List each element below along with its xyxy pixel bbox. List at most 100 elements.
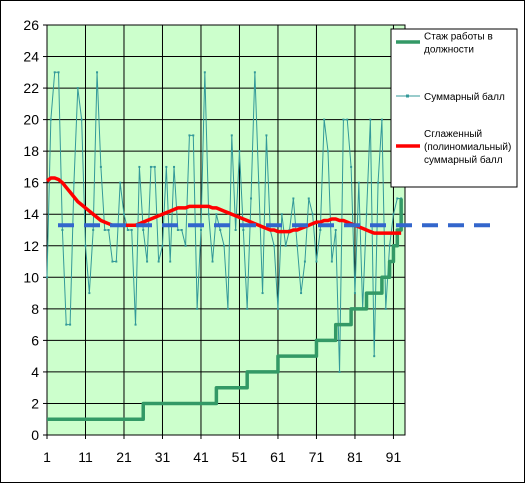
legend: Стаж работы в должности Суммарный балл Сгла… [390,28,518,188]
data-point [149,165,152,168]
data-point [57,71,60,74]
legend-entry-experience-series: Стаж работы в должности [396,31,493,56]
data-point [230,134,233,137]
data-point [346,118,349,121]
data-point [84,244,87,247]
data-point [207,213,210,216]
data-point [238,150,241,153]
data-point [215,213,218,216]
y-tick-label: 20 [23,112,39,128]
y-tick-label: 22 [23,80,39,96]
x-axis-tick-labels: 1 11 21 31 41 51 61 71 81 91 [43,435,401,465]
data-point [130,229,133,231]
y-tick-label: 26 [23,17,39,33]
data-point [92,229,95,231]
data-point [350,165,353,168]
y-tick-label: 8 [31,301,39,317]
data-point [115,260,118,263]
legend-label: Сглаженный (полиномиальный) суммарный балл [424,129,511,166]
data-point [72,181,75,184]
data-point [134,323,137,326]
data-point [184,244,187,247]
data-point [119,181,122,184]
data-point [80,118,83,121]
data-point [192,134,195,137]
data-point [176,229,179,231]
data-point [257,181,260,184]
data-point [180,229,183,231]
y-tick-label: 0 [31,427,39,443]
data-point [280,213,283,216]
data-point [380,118,383,121]
data-point [353,292,356,295]
data-point [323,118,326,121]
y-tick-label: 24 [23,49,39,65]
data-point [53,71,56,74]
data-point [226,307,229,310]
data-point [203,71,206,74]
data-point [273,244,276,247]
legend-entry-total-score-series: Суммарный балл [396,91,505,103]
data-point [396,197,399,200]
x-tick-label: 21 [116,449,132,465]
data-point [146,260,149,263]
data-point [307,197,310,200]
data-point [276,307,279,310]
x-tick-label: 91 [386,449,402,465]
axes [46,24,406,436]
data-point [261,292,264,295]
data-point [292,197,295,200]
x-tick-label: 41 [193,449,209,465]
data-point [357,181,360,184]
data-point [126,229,129,231]
data-point [242,229,245,231]
data-point [46,276,48,279]
data-point [223,244,226,247]
data-point [377,181,380,184]
x-tick-label: 51 [232,449,248,465]
legend-entry-smoothed-score-series: Сглаженный (полиномиальный) суммарный балл [396,129,511,166]
data-point [107,229,110,231]
plot-border [46,24,406,436]
data-point [284,244,287,247]
data-point [388,244,391,247]
data-point [165,165,168,168]
data-point [296,244,299,247]
data-point [96,71,99,74]
smoothed-score-series [45,176,402,235]
data-point [384,307,387,310]
data-point [169,260,172,263]
data-point [153,165,156,168]
data-point [142,229,145,231]
data-point [373,355,376,358]
x-tick-label: 1 [43,449,51,465]
data-point [311,213,314,216]
data-point [188,134,191,137]
data-point [173,165,176,168]
data-point [369,118,372,121]
legend-box [390,28,518,188]
x-tick-label: 31 [155,449,171,465]
experience-series-line [47,198,403,421]
data-point [88,292,91,295]
y-tick-label: 14 [23,206,39,222]
x-tick-label: 61 [270,449,286,465]
data-point [365,213,368,216]
y-tick-label: 6 [31,332,39,348]
y-tick-label: 2 [31,395,39,411]
data-point [157,260,160,263]
x-tick-label: 71 [309,449,325,465]
y-tick-label: 18 [23,143,39,159]
data-point [253,71,256,74]
data-point [122,213,125,216]
data-point [49,118,52,121]
data-point [196,307,199,310]
data-point [300,292,303,295]
data-point [338,370,341,373]
legend-marker [406,94,409,98]
data-point [99,165,102,168]
data-point [303,260,306,263]
experience-series [47,198,403,421]
